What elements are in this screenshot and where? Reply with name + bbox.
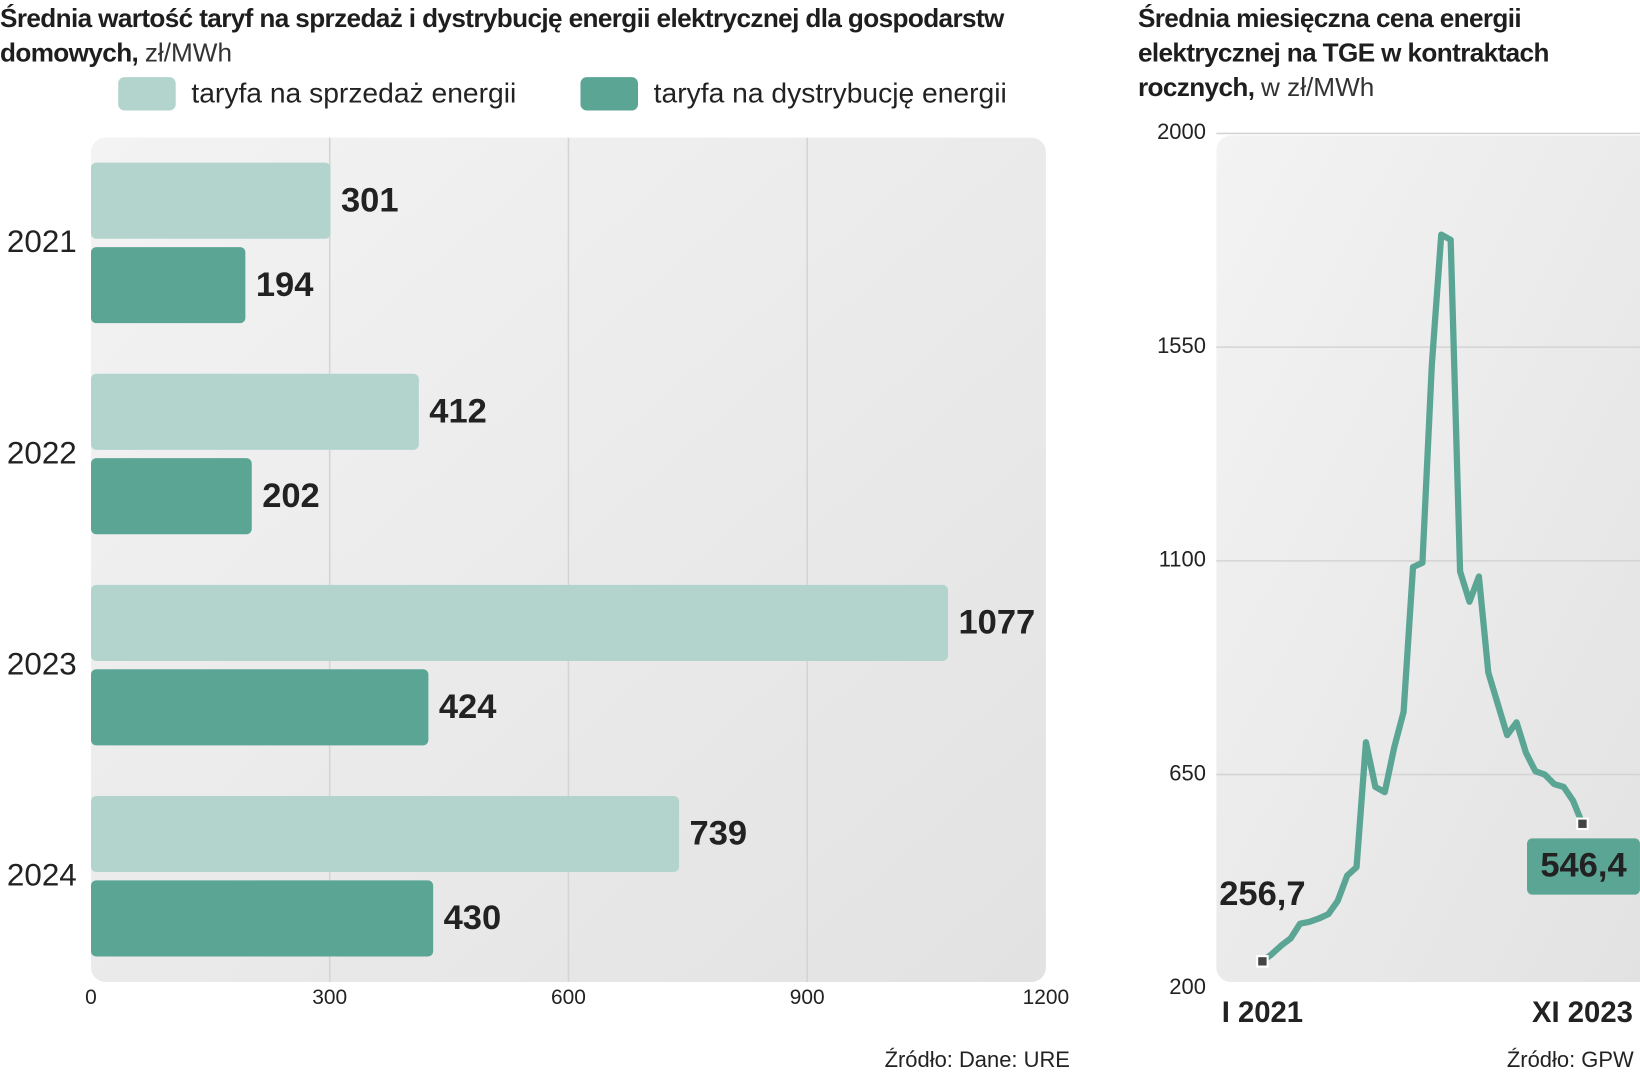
x-tick-label: 600 — [551, 986, 586, 1009]
y-tick-label: 1550 — [1157, 333, 1206, 358]
chart-title: Średnia wartość taryf na sprzedaż i dyst… — [0, 2, 1046, 71]
x-tick-label: I 2021 — [1222, 997, 1303, 1029]
x-tick-label: 300 — [312, 986, 347, 1009]
data-label: 424 — [439, 688, 497, 726]
point-marker — [1576, 817, 1589, 831]
source: Źródło: GPW — [1507, 1047, 1634, 1072]
bar — [90, 247, 246, 324]
data-label: 1077 — [958, 604, 1035, 642]
unit: zł/MWh — [144, 38, 232, 68]
y-tick-label: 2021 — [7, 224, 77, 259]
legend-label: taryfa na dystrybucję energii — [654, 76, 1007, 108]
y-tick-label: 200 — [1169, 974, 1206, 999]
legend-swatch — [580, 77, 638, 111]
x-tick-label: 900 — [790, 986, 825, 1009]
point-marker — [1256, 955, 1269, 968]
data-label: 301 — [341, 181, 399, 219]
data-label: 739 — [690, 815, 748, 853]
y-tick-label: 1100 — [1159, 547, 1206, 572]
label-box — [1527, 838, 1640, 895]
y-tick-label: 2024 — [7, 858, 77, 893]
bar — [90, 795, 680, 873]
data-label: 256,7 — [1219, 875, 1305, 913]
bar — [90, 669, 429, 746]
x-tick-label: XI 2023 — [1532, 997, 1633, 1029]
legend-label: taryfa na sprzedaż energii — [191, 76, 516, 108]
title-text: Średnia miesięczna cena energii elektryc… — [1137, 4, 1550, 103]
bar — [90, 584, 949, 661]
bar — [90, 880, 434, 957]
x-tick-label: 0 — [85, 986, 97, 1009]
y-tick-label: 2022 — [7, 435, 77, 470]
data-label: 412 — [429, 392, 487, 430]
data-label: 546,4 — [1540, 847, 1626, 885]
title-text: Średnia wartość taryf na sprzedaż i dyst… — [0, 4, 1004, 68]
unit: w zł/MWh — [1261, 72, 1375, 103]
chart-title: Średnia miesięczna cena energii elektryc… — [1138, 2, 1640, 105]
y-tick-label: 2000 — [1157, 119, 1206, 144]
bar — [90, 458, 252, 535]
y-tick-label: 650 — [1169, 760, 1206, 785]
legend-swatch — [118, 77, 176, 111]
bar — [90, 373, 419, 450]
data-label: 430 — [444, 899, 502, 937]
data-label: 194 — [256, 266, 314, 304]
x-tick-label: 1200 — [1023, 986, 1070, 1009]
line — [1260, 231, 1586, 964]
data-label: 202 — [262, 477, 320, 515]
y-tick-label: 2023 — [7, 646, 77, 681]
bar — [90, 162, 331, 239]
source: Źródło: Dane: URE — [885, 1047, 1070, 1072]
